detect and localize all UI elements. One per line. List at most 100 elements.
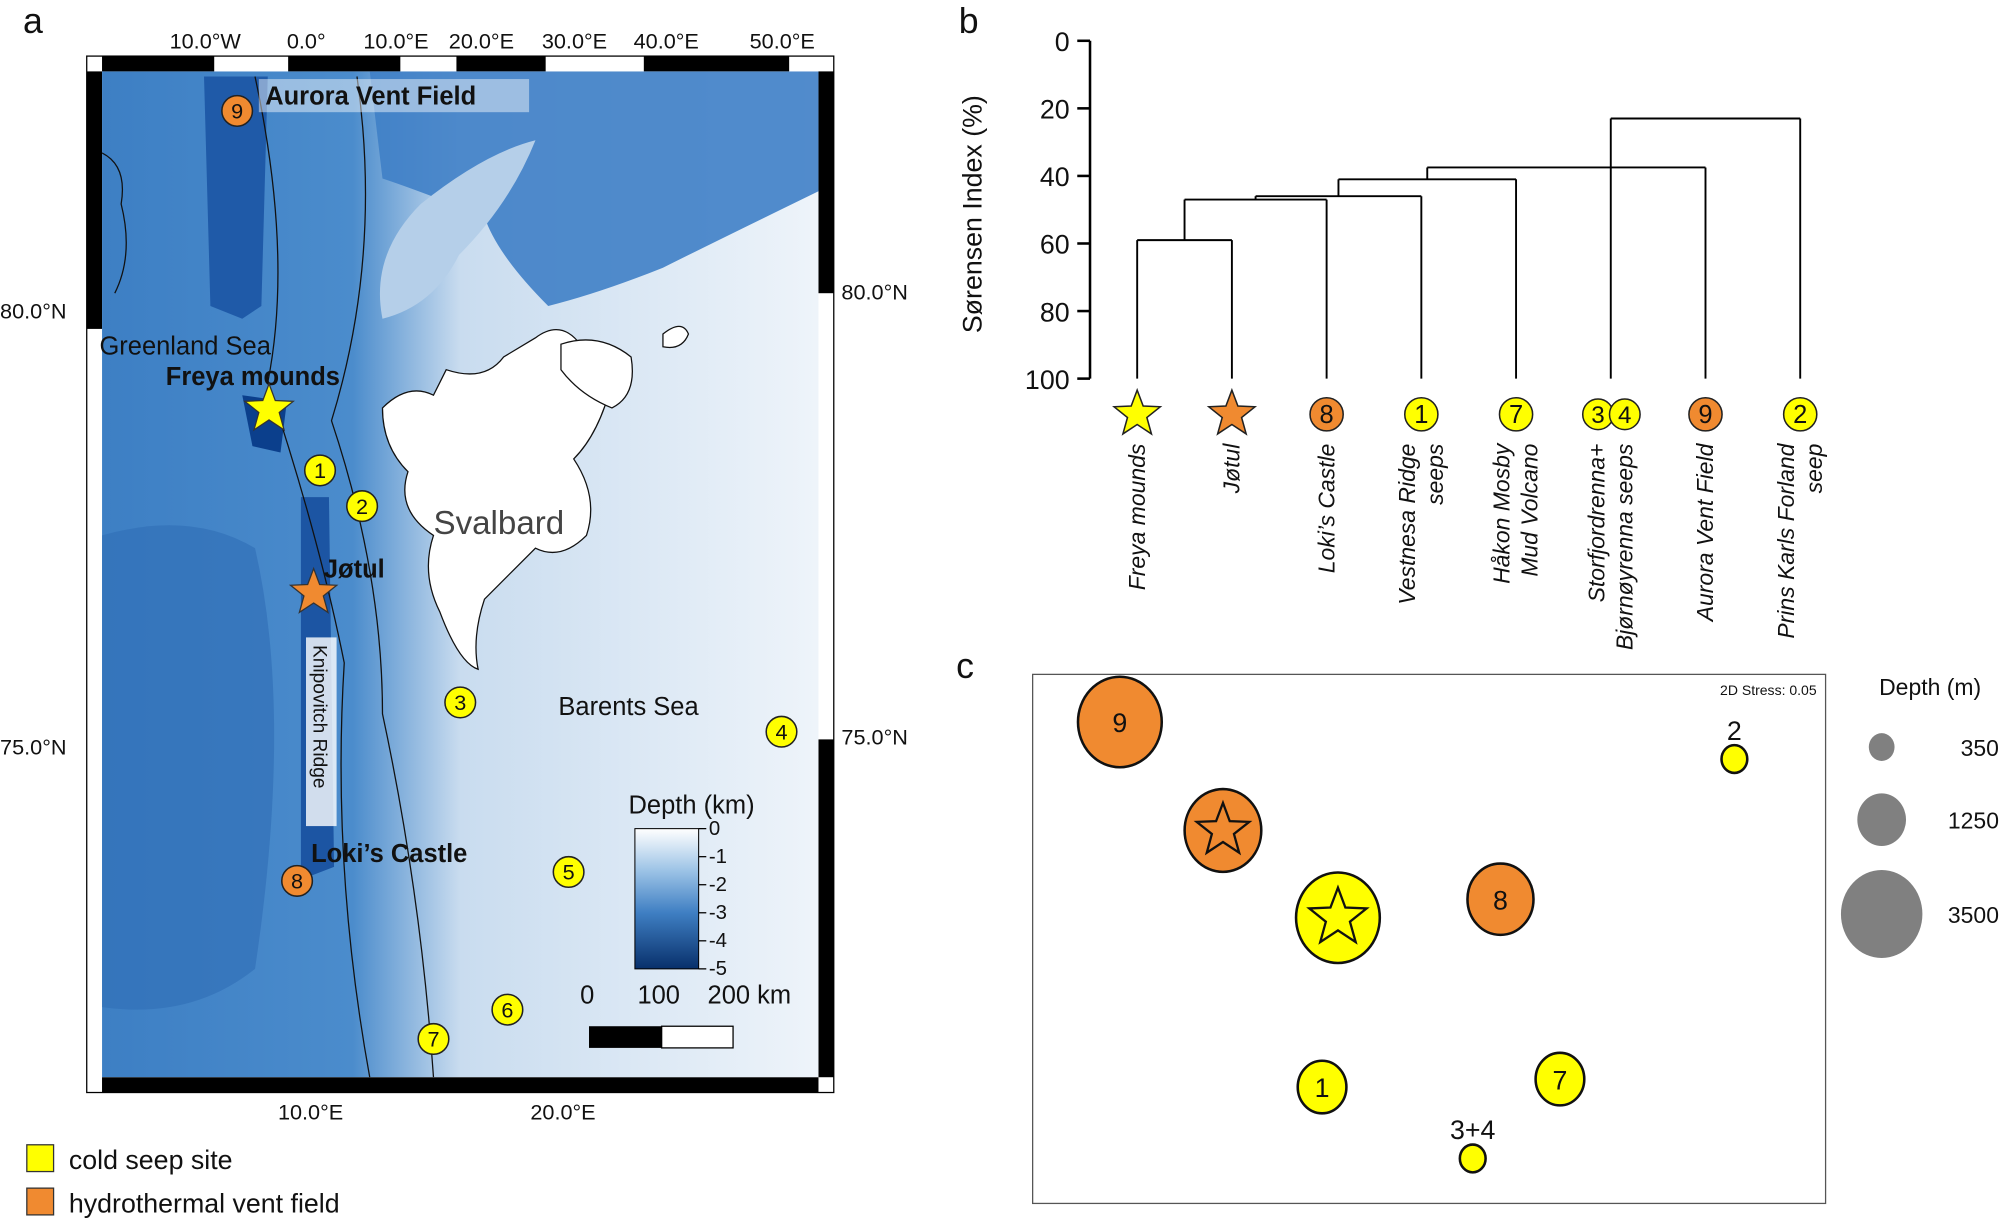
aurora-label-bg	[258, 79, 530, 113]
place-jotul: Jøtul	[324, 555, 385, 583]
leaf-label: Vestnesa Ridge	[1394, 444, 1420, 605]
y-tick-label: 80	[1040, 297, 1070, 327]
knipovitch-label-bg	[305, 637, 337, 827]
leaf-marker	[1688, 396, 1723, 432]
stress-annotation: 2D Stress: 0.05	[1720, 682, 1817, 698]
leaf-star-icon	[1112, 387, 1163, 436]
depth-tick-label: -5	[709, 958, 727, 980]
kvitoya-island	[662, 325, 690, 349]
nmds-point-label: 1	[1315, 1073, 1330, 1103]
nmds-point-label: 9	[1112, 708, 1127, 738]
depth-bar-title: Depth (km)	[629, 791, 755, 819]
site-number: 3	[454, 690, 466, 715]
site-number: 9	[231, 99, 243, 124]
size-legend-label: 1250	[1948, 808, 1999, 834]
leaf-label: Prins Karls Forland	[1773, 442, 1799, 638]
size-legend-circle	[1857, 793, 1907, 846]
nmds-point	[1076, 675, 1164, 769]
greenland-basin	[102, 525, 275, 1010]
site-marker-8	[281, 864, 314, 897]
scale-label: 0	[580, 981, 594, 1009]
depth-tick-label: -3	[709, 902, 727, 924]
leaf-label: seep	[1801, 443, 1827, 493]
leaf-label: Loki’s Castle	[1313, 444, 1339, 574]
map-border	[86, 56, 834, 1093]
leaf-number: 3	[1591, 402, 1604, 429]
site-number: 1	[314, 458, 326, 483]
leaf-star-icon	[1206, 387, 1258, 436]
leaf-marker	[1608, 398, 1641, 431]
nmds-point-label: 8	[1493, 885, 1508, 915]
leaf-number: 4	[1618, 402, 1631, 429]
nmds-plot-frame	[1032, 673, 1827, 1205]
greenland-coast	[102, 152, 127, 294]
panel-label-a: a	[23, 1, 43, 41]
leaf-marker	[1309, 396, 1344, 432]
lon-tick-label: 40.0°E	[634, 28, 699, 53]
dendrogram-ylabel: Sørensen Index (%)	[958, 95, 988, 333]
leaf-number: 9	[1698, 401, 1712, 429]
nmds-point	[1720, 743, 1749, 775]
size-legend-label: 3500	[1948, 902, 1999, 928]
continental-slope-contour	[330, 76, 435, 1078]
lon-tick-label: 20.0°E	[449, 28, 514, 53]
contour-line	[254, 76, 371, 1078]
lon-tick-label: 20.0°E	[530, 1099, 595, 1124]
leaf-number: 2	[1793, 401, 1807, 429]
site-number: 4	[775, 719, 787, 744]
lon-tick-label: 10.0°E	[278, 1099, 343, 1124]
hydrothermal-swatch	[26, 1187, 55, 1216]
y-tick-label: 0	[1055, 27, 1070, 57]
lon-tick-label: 10.0°E	[363, 28, 428, 53]
depth-tick-label: -4	[709, 930, 727, 952]
nmds-point	[1294, 871, 1382, 965]
site-marker-9	[221, 94, 254, 127]
leaf-label: Håkon Mosby	[1489, 442, 1515, 584]
place-loki: Loki’s Castle	[311, 840, 467, 868]
site-marker-6	[491, 993, 524, 1026]
panel-label-b: b	[959, 1, 979, 41]
place-barents-sea: Barents Sea	[558, 693, 699, 721]
leaf-label: Jøtul	[1219, 443, 1245, 495]
leaf-marker	[1782, 396, 1818, 432]
nmds-point	[1534, 1051, 1586, 1107]
nordaustlandet-land	[560, 339, 633, 409]
size-legend-circle	[1868, 733, 1895, 761]
svalbard-land	[381, 329, 613, 671]
place-aurora: Aurora Vent Field	[265, 83, 476, 111]
freya-star-icon	[243, 381, 295, 432]
place-svalbard: Svalbard	[433, 505, 564, 542]
scale-bar-white	[661, 1025, 734, 1049]
nmds-point	[1466, 862, 1535, 937]
cold-seep-label: cold seep site	[69, 1145, 233, 1175]
leaf-label: Mud Volcano	[1517, 443, 1543, 576]
nmds-point	[1183, 787, 1263, 874]
scale-label: 200 km	[708, 981, 792, 1009]
leaf-number: 1	[1414, 401, 1428, 429]
scale-bar-black	[589, 1026, 662, 1048]
cold-seep-swatch	[26, 1144, 55, 1173]
leaf-label: Aurora Vent Field	[1692, 442, 1718, 623]
depth-tick-label: -2	[709, 874, 727, 896]
nmds-point-label: 2	[1727, 716, 1742, 746]
map-sites: 1 2 3 4 5 6 7 8 9	[221, 94, 798, 1056]
nmds-point	[1296, 1059, 1348, 1115]
arctic-basin	[369, 71, 819, 306]
lon-tick-label: 10.0°W	[170, 28, 242, 53]
leaf-label: Bjørnøyrenna seeps	[1611, 444, 1637, 651]
size-legend: 350 1250 3500	[1840, 733, 1999, 959]
site-number: 5	[563, 860, 575, 885]
site-type-legend: cold seep site hydrothermal vent field	[26, 1144, 340, 1218]
depth-tick-label: 0	[709, 818, 720, 840]
lat-tick-label: 80.0°N	[841, 280, 907, 305]
site-number: 8	[291, 869, 303, 894]
nmds-plot: 9 8 2 1 7 3+4	[1076, 675, 1749, 1174]
size-legend-title: Depth (m)	[1879, 674, 1981, 700]
y-tick-label: 40	[1040, 162, 1070, 192]
nmds-star-icon	[1193, 799, 1253, 856]
lat-tick-label: 75.0°N	[0, 735, 66, 760]
nmds-point-label: 3+4	[1450, 1115, 1496, 1145]
lon-tick-label: 0.0°	[287, 28, 326, 53]
jotul-star-icon	[288, 566, 339, 614]
y-tick-label: 20	[1040, 95, 1070, 125]
